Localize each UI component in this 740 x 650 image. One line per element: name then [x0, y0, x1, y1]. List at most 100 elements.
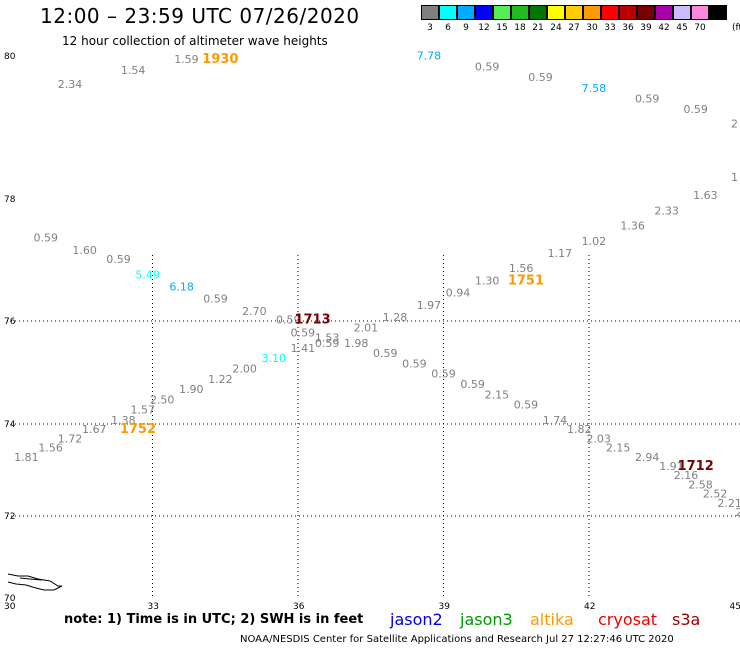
wave-height-value: 2.1 — [735, 506, 740, 519]
wave-height-value: 2 — [731, 118, 738, 131]
wave-height-value: 1.74 — [543, 414, 568, 427]
lat-label: 70 — [4, 594, 16, 604]
wave-height-value: 2.70 — [242, 305, 267, 318]
wave-height-value: 0.59 — [402, 357, 427, 370]
wave-height-value: 0.94 — [446, 287, 471, 300]
wave-height-value: 0.59 — [276, 314, 301, 327]
wave-height-value: 2.33 — [654, 204, 679, 217]
pass-time-label: 1712 — [678, 459, 714, 474]
wave-height-value: 1.57 — [131, 404, 156, 417]
wave-height-value: 1.67 — [82, 423, 107, 436]
scale-label: 6 — [445, 23, 451, 33]
pass-time-label: 1751 — [508, 273, 544, 288]
lon-label: 36 — [293, 602, 305, 612]
wave-height-value: 1.59 — [174, 53, 199, 66]
wave-height-value: 0.59 — [315, 337, 340, 350]
wave-height-value: 1.53 — [315, 332, 340, 345]
wave-height-value: 1.81 — [14, 451, 39, 464]
coastline — [7, 573, 63, 591]
wave-height-value: 2.34 — [58, 78, 83, 91]
lat-label: 72 — [4, 512, 15, 522]
wave-height-value: 1.28 — [383, 311, 408, 324]
scale-swatch — [492, 5, 511, 20]
scale-swatch — [708, 5, 727, 20]
scale-label: 24 — [550, 23, 562, 33]
satellite-legend-altika: altika — [530, 610, 574, 629]
scale-cell: 21 — [528, 5, 547, 33]
wave-height-value: 2.21 — [717, 497, 740, 510]
wave-height-value: 1.54 — [121, 64, 146, 77]
scale-swatch — [618, 5, 637, 20]
wave-height-value: 0.59 — [514, 399, 539, 412]
wave-height-value: 1.72 — [58, 432, 83, 445]
wave-height-value: 1.17 — [548, 247, 573, 260]
scale-swatch — [510, 5, 529, 20]
wave-height-value: 1.90 — [179, 383, 204, 396]
wave-height-value: 1.56 — [509, 262, 534, 275]
scale-cell: 36 — [618, 5, 637, 33]
wave-height-value: 1.36 — [620, 220, 645, 233]
wave-height-value: 1.60 — [72, 244, 97, 257]
lat-label: 76 — [4, 317, 16, 327]
wave-height-value: 1.82 — [567, 423, 592, 436]
pass-time-label: 1930 — [202, 52, 238, 67]
scale-label: 42 — [658, 23, 670, 33]
pass-time-label: 1713 — [294, 313, 330, 328]
credit-line: NOAA/NESDIS Center for Satellite Applica… — [240, 634, 674, 645]
lon-label: 30 — [4, 602, 16, 612]
wave-height-value: 2.94 — [635, 451, 660, 464]
satellite-legend-jason2: jason2 — [390, 610, 443, 629]
scale-label: 12 — [478, 23, 490, 33]
scale-cell: 9 — [456, 5, 475, 33]
wave-height-value: 7.58 — [582, 82, 607, 95]
wave-height-value: 2.52 — [703, 488, 728, 501]
scale-cell: 45 — [672, 5, 691, 33]
map-subtitle: 12 hour collection of altimeter wave hei… — [62, 34, 328, 48]
wave-height-value: 0.59 — [683, 103, 708, 116]
wave-height-value: 0.59 — [34, 232, 59, 245]
scale-swatch — [546, 5, 565, 20]
lat-label: 74 — [4, 420, 16, 430]
lon-label: 42 — [584, 602, 595, 612]
scale-cell: 24 — [546, 5, 565, 33]
scale-cell: 12 — [474, 5, 493, 33]
wave-height-color-scale: 3 6 9 12 15 18 21 24 27 30 33 36 39 42 45 70 — [420, 5, 727, 33]
scale-swatch — [582, 5, 601, 20]
scale-swatch — [528, 5, 547, 20]
observations-layer: 2.341.541.59 1930 7.780.590.597.580.590.59… — [14, 50, 740, 519]
scale-cell: 30 — [582, 5, 601, 33]
wave-height-value: 2.03 — [586, 432, 611, 445]
wave-height-value: 2.00 — [232, 363, 257, 376]
wave-height-value: 1.98 — [344, 337, 369, 350]
wave-height-value: 1.38 — [111, 414, 136, 427]
wave-height-value: 2.01 — [354, 321, 379, 334]
wave-height-value: 0.59 — [203, 293, 228, 306]
wave-height-value: 2.16 — [674, 469, 699, 482]
scale-swatch — [456, 5, 475, 20]
scale-cell: 27 — [564, 5, 583, 33]
satellite-legend-cryosat: cryosat — [598, 610, 658, 629]
scale-cell: 70 — [690, 5, 709, 33]
wave-height-value: 0.59 — [106, 253, 131, 266]
wave-height-value: 0.59 — [528, 71, 553, 84]
scale-label: 70 — [694, 23, 706, 33]
wave-height-value: 1.02 — [582, 235, 607, 248]
satellite-legend-s3a: s3a — [672, 610, 701, 629]
wave-height-value: 1 — [731, 171, 738, 184]
scale-swatch — [600, 5, 619, 20]
scale-label: 3 — [427, 23, 433, 33]
wave-height-value: 1.63 — [693, 189, 718, 202]
coastline-island — [19, 577, 43, 581]
wave-height-value: 0.59 — [635, 92, 660, 105]
wave-height-value: 0.59 — [431, 368, 456, 381]
wave-height-value: 6.18 — [169, 281, 194, 294]
scale-cell: 3 — [420, 5, 439, 33]
scale-swatch — [438, 5, 457, 20]
wave-height-value: 1.91 — [659, 460, 684, 473]
lon-label: 33 — [148, 602, 159, 612]
wave-height-value: 0.59 — [291, 326, 316, 339]
wave-height-value: 5.49 — [135, 268, 160, 281]
scale-swatch — [564, 5, 583, 20]
scale-label: 9 — [463, 23, 469, 33]
lat-label: 78 — [4, 195, 16, 205]
